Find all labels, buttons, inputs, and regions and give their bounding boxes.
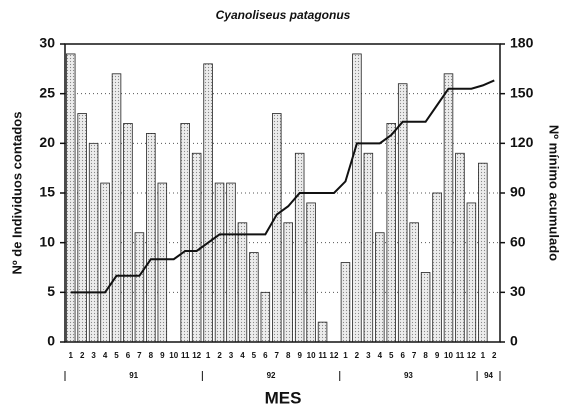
bar <box>375 232 385 343</box>
bar <box>409 222 419 343</box>
bar <box>478 162 488 343</box>
y-tick-label: 25 <box>39 84 55 100</box>
y2-tick-label: 180 <box>510 35 534 51</box>
x-tick-label: 2 <box>80 351 85 360</box>
bar <box>77 113 87 343</box>
x-tick-label: 12 <box>192 351 201 360</box>
x-tick-label: 11 <box>318 351 327 360</box>
y-tick-label: 0 <box>47 333 55 349</box>
bar <box>180 123 190 343</box>
y-tick-label: 10 <box>39 233 55 249</box>
x-tick-label: 10 <box>444 351 453 360</box>
x-tick-label: 10 <box>169 351 178 360</box>
y2-tick-label: 60 <box>510 233 526 249</box>
x-axis-label: MES <box>265 388 302 407</box>
bar <box>443 73 454 343</box>
bar <box>317 321 328 343</box>
x-tick-label: 1 <box>481 351 486 360</box>
plot-frame <box>64 43 501 343</box>
y-tick-label: 30 <box>39 35 55 51</box>
x-tick-label: 8 <box>286 351 291 360</box>
year-label: 94 <box>484 371 493 380</box>
x-tick-label: 3 <box>91 351 96 360</box>
bar <box>260 291 271 343</box>
bar <box>432 192 442 343</box>
x-tick-label: 9 <box>435 351 440 360</box>
bar <box>157 182 168 343</box>
bar <box>466 202 477 343</box>
y-axis-label: Nº de Individuos contados <box>9 112 24 275</box>
x-tick-label: 2 <box>217 351 222 360</box>
y-tick-label: 5 <box>47 283 55 299</box>
y-tick-label: 15 <box>39 184 55 200</box>
x-tick-label: 9 <box>297 351 302 360</box>
x-tick-label: 12 <box>467 351 476 360</box>
year-label: 91 <box>129 371 138 380</box>
bar <box>363 152 374 343</box>
x-tick-label: 8 <box>149 351 154 360</box>
bar <box>306 202 316 343</box>
bar <box>294 152 305 343</box>
bar <box>272 113 282 343</box>
y2-axis-label: Nº mínimo acumulado <box>547 125 562 261</box>
bar <box>214 182 225 343</box>
x-tick-label: 7 <box>412 351 417 360</box>
x-tick-label: 1 <box>343 351 348 360</box>
bar <box>352 53 362 343</box>
bar <box>123 123 133 343</box>
x-tick-label: 3 <box>366 351 371 360</box>
x-tick-label: 11 <box>456 351 465 360</box>
x-tick-label: 6 <box>400 351 405 360</box>
x-tick-label: 4 <box>240 351 245 360</box>
x-tick-label: 2 <box>492 351 497 360</box>
bar <box>111 73 122 343</box>
x-tick-label: 6 <box>263 351 268 360</box>
x-tick-label: 4 <box>103 351 108 360</box>
bar <box>420 272 431 343</box>
x-tick-label: 7 <box>275 351 280 360</box>
bar <box>226 182 236 343</box>
y2-tick-label: 120 <box>510 134 534 150</box>
x-tick-label: 3 <box>229 351 234 360</box>
year-label: 92 <box>267 371 276 380</box>
bar <box>146 132 156 343</box>
y2-tick-label: 150 <box>510 84 534 100</box>
bar <box>237 222 248 343</box>
bar <box>88 142 99 343</box>
y2-tick-label: 30 <box>510 283 526 299</box>
year-label: 93 <box>404 371 413 380</box>
bar <box>386 123 396 343</box>
bar <box>340 262 351 343</box>
x-tick-label: 2 <box>355 351 360 360</box>
x-tick-label: 1 <box>68 351 73 360</box>
x-tick-label: 12 <box>330 351 339 360</box>
x-tick-label: 4 <box>378 351 383 360</box>
x-tick-label: 10 <box>307 351 316 360</box>
bar <box>283 222 293 343</box>
cumulative-line <box>70 79 495 294</box>
x-tick-label: 1 <box>206 351 211 360</box>
x-tick-label: 5 <box>114 351 119 360</box>
x-tick-label: 7 <box>137 351 142 360</box>
x-tick-label: 8 <box>423 351 428 360</box>
y2-tick-label: 0 <box>510 333 518 349</box>
chart-title: Cyanoliseus patagonus <box>216 8 351 22</box>
bar <box>455 152 465 343</box>
x-tick-label: 9 <box>160 351 165 360</box>
x-tick-label: 5 <box>389 351 394 360</box>
bar <box>249 252 259 343</box>
bar <box>134 232 145 343</box>
x-tick-label: 5 <box>252 351 257 360</box>
x-tick-label: 6 <box>126 351 131 360</box>
bar <box>65 53 76 343</box>
bar <box>203 63 213 343</box>
y-tick-label: 20 <box>39 134 55 150</box>
x-tick-label: 11 <box>181 351 190 360</box>
bar <box>100 182 110 343</box>
y2-tick-label: 90 <box>510 184 526 200</box>
